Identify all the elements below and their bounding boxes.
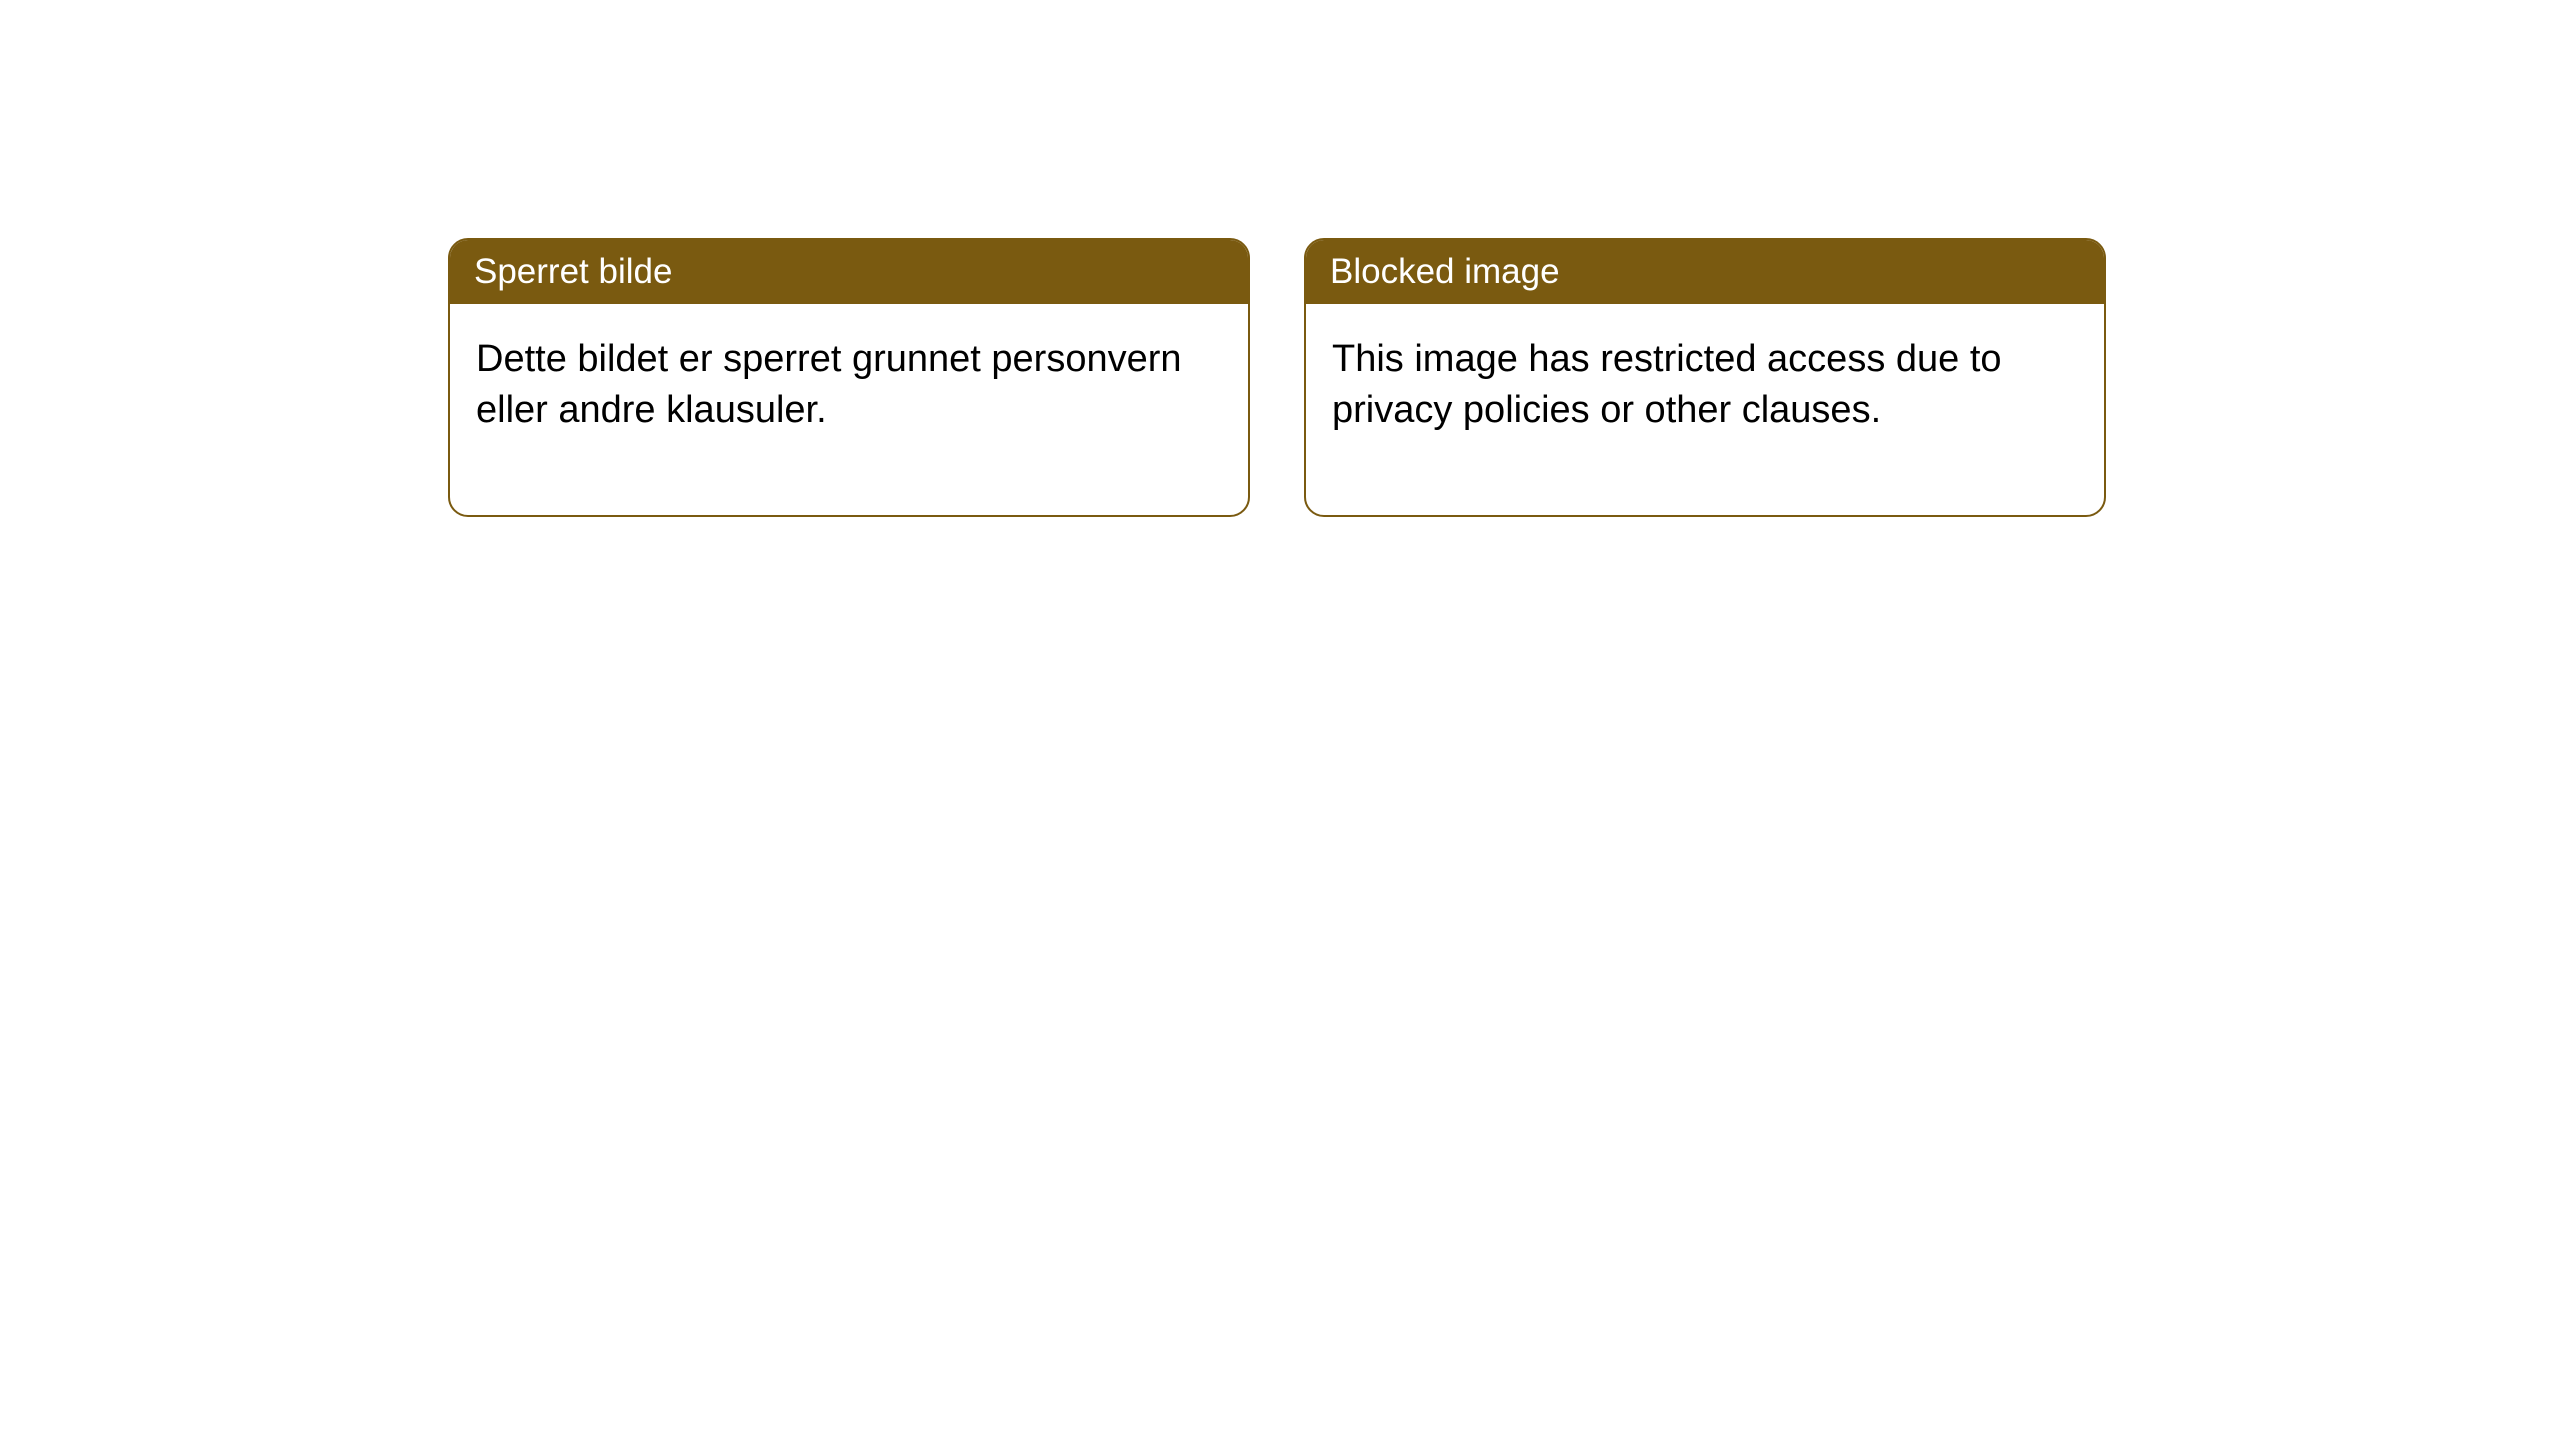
notice-title: Sperret bilde — [474, 252, 672, 291]
notice-box-norwegian: Sperret bilde Dette bildet er sperret gr… — [448, 238, 1250, 517]
notice-body-text: This image has restricted access due to … — [1332, 338, 2002, 431]
notice-title: Blocked image — [1330, 252, 1560, 291]
notice-header: Blocked image — [1306, 240, 2104, 304]
notice-container: Sperret bilde Dette bildet er sperret gr… — [0, 0, 2560, 517]
notice-body: This image has restricted access due to … — [1306, 304, 2104, 515]
notice-body-text: Dette bildet er sperret grunnet personve… — [476, 338, 1182, 431]
notice-body: Dette bildet er sperret grunnet personve… — [450, 304, 1248, 515]
notice-box-english: Blocked image This image has restricted … — [1304, 238, 2106, 517]
notice-header: Sperret bilde — [450, 240, 1248, 304]
